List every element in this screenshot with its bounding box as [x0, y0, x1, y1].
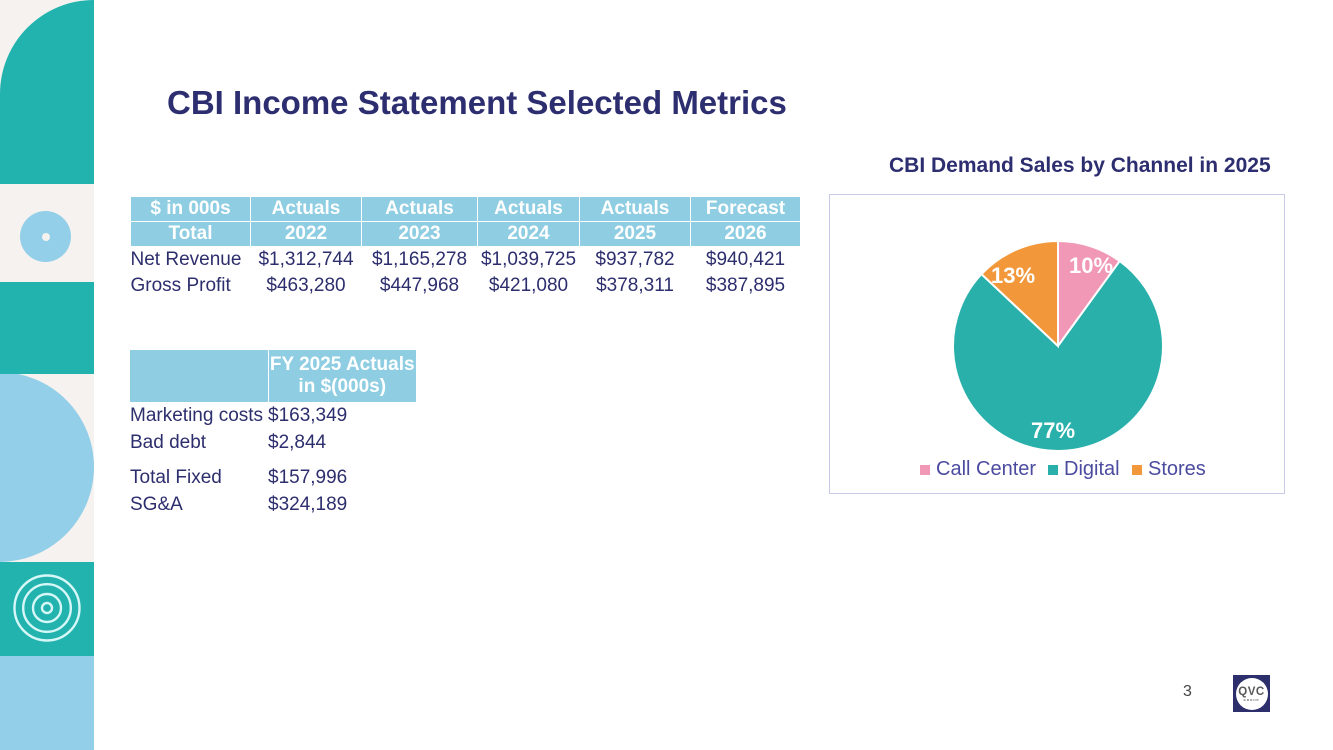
svg-text:10%: 10%	[1069, 253, 1113, 278]
svg-text:13%: 13%	[991, 263, 1035, 288]
svg-text:77%: 77%	[1031, 418, 1075, 443]
